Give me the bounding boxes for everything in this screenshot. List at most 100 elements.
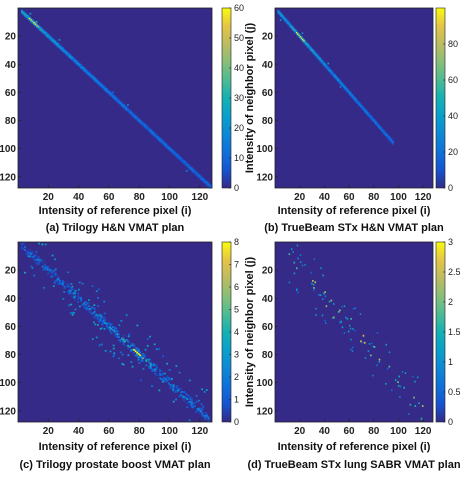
heatmap-cell [293, 27, 296, 30]
heatmap-cell [175, 154, 178, 157]
heatmap-cell [373, 121, 376, 124]
heatmap-cell [31, 251, 34, 254]
heatmap-cell [152, 364, 155, 367]
heatmap-cell [313, 258, 316, 260]
heatmap-cell [158, 368, 161, 371]
heatmap-cell [204, 182, 207, 185]
heatmap-cell [101, 316, 104, 319]
heatmap-cell [78, 64, 81, 67]
colorbar-tick-label: 20 [448, 147, 458, 157]
heatmap-cell [310, 48, 313, 51]
heatmap-cell [77, 61, 80, 64]
heatmap-cell [57, 282, 60, 285]
heatmap-cell [388, 365, 391, 368]
heatmap-cell [171, 148, 174, 151]
heatmap-cell [421, 405, 424, 407]
heatmap-cell [125, 106, 128, 109]
heatmap-cell [139, 355, 142, 358]
heatmap-cell [68, 291, 70, 294]
heatmap-cell [189, 165, 192, 168]
heatmap-cell [189, 398, 192, 400]
heatmap-cell [187, 395, 190, 398]
heatmap-cell [92, 76, 95, 79]
heatmap-cell [61, 279, 64, 282]
heatmap-cell [86, 306, 89, 309]
heatmap-cell [363, 109, 366, 112]
heatmap-cell [27, 15, 30, 17]
heatmap-cell [208, 186, 211, 189]
heatmap-cell [414, 380, 416, 383]
heatmap-cell [118, 357, 120, 360]
heatmap-cell [368, 116, 371, 119]
heatmap-cell [80, 65, 83, 68]
heatmap-cell [199, 178, 202, 180]
heatmap-cell [24, 12, 27, 15]
heatmap-cell [100, 343, 103, 346]
heatmap-cell [291, 24, 293, 27]
heatmap-cell [305, 43, 308, 45]
heatmap-cell [149, 367, 152, 369]
heatmap-cell [130, 344, 133, 347]
heatmap-cell [341, 85, 344, 88]
heatmap-cell [205, 413, 208, 416]
heatmap-cell [118, 99, 121, 102]
heatmap-cell [89, 72, 92, 75]
heatmap-cell [318, 55, 320, 58]
heatmap-cell [148, 358, 151, 361]
heatmap-cell [101, 322, 104, 324]
heatmap-cell [54, 41, 57, 44]
heatmap-cell [196, 175, 199, 178]
heatmap-cell [168, 378, 171, 381]
heatmap-cell [186, 393, 189, 396]
heatmap-cell [389, 137, 392, 140]
heatmap-cell [89, 74, 92, 76]
heatmap-cell [103, 300, 106, 303]
heatmap-cell [381, 130, 383, 133]
heatmap-cell [130, 350, 133, 353]
heatmap-cell [99, 85, 102, 88]
heatmap-cell [122, 106, 125, 109]
heatmap-cell [121, 103, 124, 106]
heatmap-cell [313, 289, 315, 291]
heatmap-cell [184, 396, 187, 399]
heatmap-cell [350, 338, 352, 341]
heatmap-cell [43, 31, 46, 34]
heatmap-cell [316, 54, 319, 57]
heatmap-cell [368, 114, 371, 117]
heatmap-cell [31, 20, 34, 23]
heatmap-cell [363, 110, 366, 113]
heatmap-cell [37, 27, 40, 30]
heatmap-cell [151, 133, 154, 135]
heatmap-cell [370, 117, 372, 120]
heatmap-cell [137, 120, 140, 123]
heatmap-cell [163, 378, 166, 381]
heatmap-cell [304, 263, 306, 266]
heatmap-cell [45, 31, 48, 34]
heatmap-cell [74, 295, 77, 298]
heatmap-cell [307, 43, 309, 45]
heatmap-cell [177, 155, 180, 158]
heatmap-cell [101, 315, 104, 317]
heatmap-cell [41, 265, 44, 268]
heatmap-cell [391, 138, 393, 141]
heatmap-cell [39, 27, 42, 30]
heatmap-cell [373, 120, 376, 123]
heatmap-cell [54, 268, 57, 271]
heatmap-cell [37, 261, 40, 264]
heatmap-cell [172, 386, 175, 389]
heatmap-cell [68, 304, 71, 307]
heatmap-cell [43, 264, 46, 267]
heatmap-cell [30, 20, 33, 23]
heatmap-cell [190, 398, 193, 400]
heatmap-cell [404, 372, 407, 375]
colorbar-tick-label: 1 [448, 357, 453, 367]
heatmap-cell [313, 53, 315, 55]
heatmap-cell [22, 12, 25, 15]
heatmap-cell [78, 305, 81, 308]
y-axis-label: Intensity of neighbor pixel (j) [244, 22, 256, 173]
heatmap-cell [115, 96, 117, 99]
heatmap-cell [160, 138, 163, 141]
heatmap-cell [352, 98, 355, 100]
heatmap-cell [61, 282, 64, 285]
